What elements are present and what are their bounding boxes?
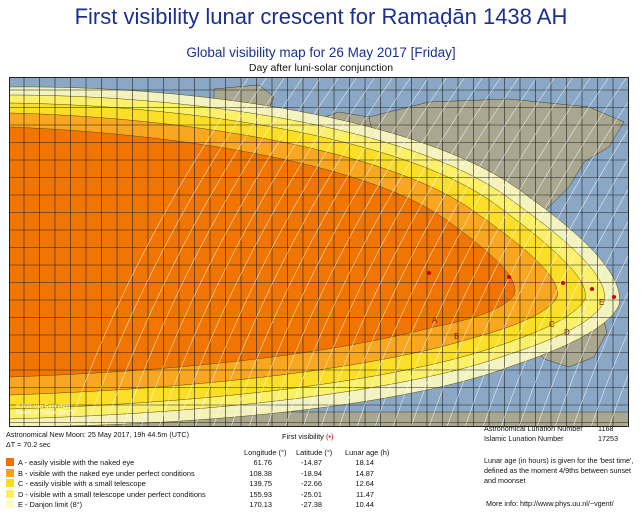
- altitude-curve: [608, 372, 629, 427]
- altitude-curve: [356, 77, 538, 427]
- marker-c: [561, 281, 565, 285]
- altitude-curve: [392, 77, 574, 427]
- zone-a: [9, 126, 516, 378]
- altitude-curve: [518, 187, 629, 427]
- col-lunar-age: Lunar age (h): [345, 448, 390, 457]
- legend-row: A - easily visible with the naked eye: [6, 458, 134, 468]
- altitude-curve: [212, 77, 394, 427]
- new-moon-info: Astronomical New Moon: 25 May 2017, 19h …: [6, 430, 189, 439]
- altitude-curve: [122, 77, 304, 427]
- map-title: First visibility lunar crescent for Rama…: [74, 4, 568, 29]
- altitude-curve: [176, 77, 358, 427]
- legend-lat: -14.87: [301, 458, 322, 467]
- altitude-curve: [320, 77, 502, 427]
- zone-label-a: A: [432, 316, 438, 325]
- altitude-curve: [194, 77, 376, 427]
- map-credit: © R.H. van Gent 2009 Based on Yallop (19…: [16, 404, 73, 416]
- altitude-curve: [536, 219, 629, 427]
- legend-age: 10.44: [355, 500, 375, 509]
- legend-lon: 155.93: [249, 489, 272, 499]
- altitude-curve: [68, 77, 250, 427]
- altitude-curve: [590, 329, 629, 427]
- altitude-curve: [284, 77, 466, 427]
- legend-label: C - easily visible with a small telescop…: [18, 479, 146, 488]
- altitude-curve: [410, 77, 592, 427]
- altitude-curve: [464, 100, 629, 427]
- legend-age: 12.64: [355, 479, 375, 488]
- legend-lon: 61.76: [253, 458, 273, 467]
- marker-d: [590, 287, 594, 291]
- altitude-curve: [140, 77, 322, 427]
- visibility-map: A B C D E: [9, 77, 629, 427]
- islamic-lunation-value: 17253: [598, 434, 618, 443]
- legend-label: B - visible with the naked eye under per…: [18, 468, 195, 478]
- marker-b: [507, 275, 511, 279]
- zone-label-e: E: [599, 298, 604, 307]
- legend-row: D - visible with a small telescope under…: [6, 489, 206, 500]
- altitude-curve: [266, 77, 448, 427]
- altitude-curve: [86, 77, 268, 427]
- altitude-curves: [68, 77, 629, 427]
- legend-label: A - easily visible with the naked eye: [18, 458, 135, 467]
- islamic-lunation-label: Islamic Lunation Number: [484, 434, 564, 443]
- marker-e: [612, 295, 616, 299]
- marker-a: [427, 271, 431, 275]
- legend-swatch: [6, 479, 14, 487]
- legend-swatch: [6, 489, 14, 498]
- col-longitude: Longitude (°): [244, 448, 287, 457]
- legend-row: E - Danjon limit (8°): [6, 500, 82, 510]
- lunar-age-note: Lunar age (in hours) is given for the 'b…: [484, 456, 634, 485]
- altitude-curve: [374, 77, 556, 427]
- map-subtitle-note: Day after luni-solar conjunction: [248, 62, 394, 74]
- zone-label-d: D: [564, 328, 570, 337]
- legend-age: 18.14: [355, 458, 375, 467]
- legend-lat: -27.38: [301, 500, 322, 509]
- legend-lat: -25.01: [301, 489, 322, 499]
- zone-label-b: B: [454, 332, 459, 341]
- legend-row: B - visible with the naked eye under per…: [6, 468, 195, 479]
- map-frame: [9, 77, 629, 427]
- legend-lat: -18.94: [301, 468, 322, 478]
- lunation-value: 1168: [598, 424, 614, 433]
- legend-lon: 170.13: [249, 500, 272, 509]
- zone-labels: A B C D E: [432, 298, 604, 341]
- first-visibility-heading: First visibility (•): [282, 432, 334, 441]
- legend-age: 11.47: [356, 489, 374, 499]
- legend-label: D - visible with a small telescope under…: [18, 489, 206, 499]
- legend-swatch: [6, 458, 14, 466]
- altitude-curve: [302, 77, 484, 427]
- altitude-curve: [428, 77, 610, 427]
- first-visibility-markers: [427, 271, 616, 299]
- legend-swatch: [6, 468, 14, 477]
- legend-row: C - easily visible with a small telescop…: [6, 479, 146, 489]
- altitude-curve: [572, 289, 629, 427]
- legend-lat: -22.66: [301, 479, 322, 488]
- altitude-curve: [248, 77, 430, 427]
- legend-lon: 108.38: [249, 468, 272, 478]
- delta-t: ΔT = 70.2 sec: [6, 440, 51, 449]
- altitude-curve: [230, 77, 412, 427]
- altitude-curve: [554, 253, 629, 427]
- legend-lon: 139.75: [249, 479, 272, 488]
- col-latitude: Latitude (°): [296, 448, 333, 457]
- altitude-curve: [158, 77, 340, 427]
- map-subtitle: Global visibility map for 26 May 2017 [F…: [186, 45, 456, 60]
- altitude-curve: [482, 127, 629, 427]
- legend-label: E - Danjon limit (8°): [18, 500, 83, 509]
- altitude-curve: [104, 77, 286, 427]
- more-info: More info: http://www.phys.uu.nl/~vgent/: [486, 499, 614, 508]
- legend-age: 14.87: [355, 468, 375, 478]
- altitude-curve: [338, 77, 520, 427]
- zone-label-c: C: [549, 320, 555, 329]
- altitude-curve: [446, 77, 628, 427]
- lunation-label: Astronomical Lunation Number: [484, 424, 583, 433]
- altitude-curve: [500, 156, 629, 427]
- legend-swatch: [6, 500, 14, 508]
